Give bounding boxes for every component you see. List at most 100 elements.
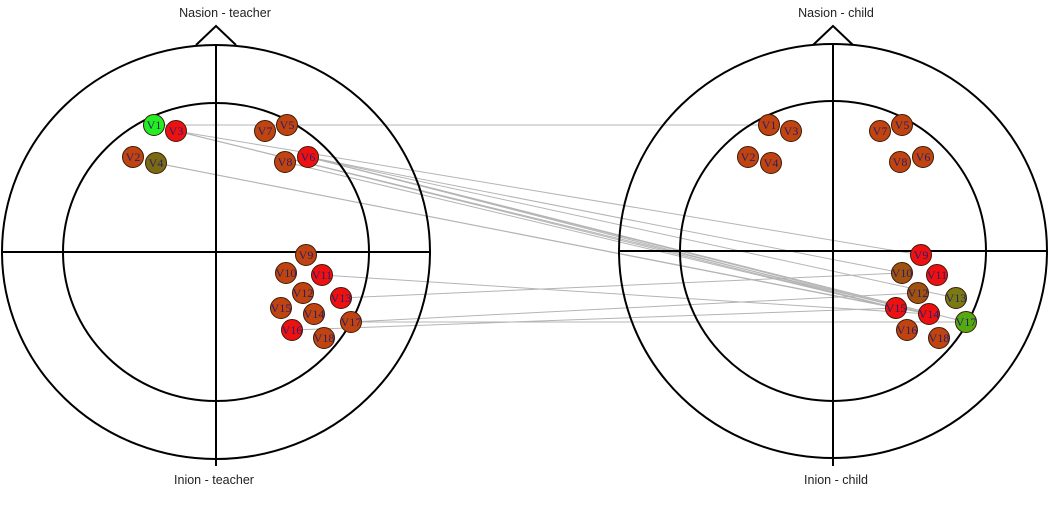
teacher-electrode-v14: V14 bbox=[303, 303, 325, 325]
electrode-label: V12 bbox=[293, 286, 314, 300]
electrode-label: V5 bbox=[895, 118, 910, 132]
electrode-marker bbox=[340, 311, 362, 333]
child-electrode-v14: V14 bbox=[918, 303, 940, 325]
child-head: Nasion - child Inion - child bbox=[618, 6, 1048, 487]
connection-line-v3-v9 bbox=[175, 130, 922, 256]
electrode-marker bbox=[780, 120, 802, 142]
electrode-label: V18 bbox=[314, 331, 335, 345]
electrode-marker bbox=[945, 287, 967, 309]
electrode-label: V12 bbox=[908, 286, 929, 300]
electrode-label: V15 bbox=[271, 301, 292, 315]
teacher-electrode-v12: V12 bbox=[292, 282, 314, 304]
electrode-marker bbox=[275, 262, 297, 284]
electrode-label: V7 bbox=[258, 124, 273, 138]
electrode-label: V16 bbox=[897, 323, 918, 337]
child-nasion-label: Nasion - child bbox=[798, 6, 874, 20]
child-electrode-v5: V5 bbox=[891, 114, 913, 136]
electrode-marker bbox=[737, 146, 759, 168]
teacher-nasion-label: Nasion - teacher bbox=[179, 6, 271, 20]
electrode-marker bbox=[330, 287, 352, 309]
electrode-label: V18 bbox=[929, 331, 950, 345]
electrode-marker bbox=[912, 146, 934, 168]
teacher-electrode-v9: V9 bbox=[295, 244, 317, 266]
teacher-electrode-v16: V16 bbox=[281, 319, 303, 341]
electrode-label: V13 bbox=[331, 291, 352, 305]
electrode-label: V9 bbox=[914, 248, 929, 262]
electrode-marker bbox=[758, 114, 780, 136]
electrode-marker bbox=[281, 319, 303, 341]
electrode-label: V1 bbox=[762, 118, 777, 132]
electrode-label: V3 bbox=[169, 124, 184, 138]
electrode-marker bbox=[885, 297, 907, 319]
electrode-marker bbox=[891, 262, 913, 284]
child-inion-label: Inion - child bbox=[804, 473, 868, 487]
teacher-electrode-v15: V15 bbox=[270, 297, 292, 319]
electrode-label: V13 bbox=[946, 291, 967, 305]
electrode-marker bbox=[955, 311, 977, 333]
child-electrode-v16: V16 bbox=[896, 319, 918, 341]
child-electrode-v15: V15 bbox=[885, 297, 907, 319]
teacher-electrode-v7: V7 bbox=[254, 120, 276, 142]
electrode-marker bbox=[143, 114, 165, 136]
electrode-label: V14 bbox=[919, 307, 940, 321]
electrode-label: V8 bbox=[278, 155, 293, 169]
electrode-label: V9 bbox=[299, 248, 314, 262]
connection-line-v16-v15 bbox=[291, 307, 897, 331]
child-electrode-v1: V1 bbox=[758, 114, 780, 136]
teacher-electrode-v3: V3 bbox=[165, 120, 187, 142]
electrode-marker bbox=[303, 303, 325, 325]
teacher-electrode-v17: V17 bbox=[340, 311, 362, 333]
child-electrode-v6: V6 bbox=[912, 146, 934, 168]
child-electrode-v8: V8 bbox=[889, 151, 911, 173]
electrode-marker bbox=[910, 244, 932, 266]
electrode-label: V4 bbox=[764, 156, 779, 170]
child-electrode-v13: V13 bbox=[945, 287, 967, 309]
electrode-marker bbox=[313, 327, 335, 349]
teacher-electrode-v8: V8 bbox=[274, 151, 296, 173]
connection-line-v6-v10 bbox=[307, 156, 903, 274]
teacher-head: Nasion - teacher Inion - teacher bbox=[1, 6, 431, 487]
electrode-label: V14 bbox=[304, 307, 325, 321]
teacher-electrode-v18: V18 bbox=[313, 327, 335, 349]
electrode-marker bbox=[274, 151, 296, 173]
electrode-label: V2 bbox=[741, 150, 756, 164]
electrode-label: V10 bbox=[276, 266, 297, 280]
electrode-marker bbox=[122, 146, 144, 168]
electrode-label: V2 bbox=[126, 150, 141, 164]
teacher-electrode-v6: V6 bbox=[297, 146, 319, 168]
child-electrode-v11: V11 bbox=[926, 264, 948, 286]
child-nose bbox=[812, 24, 854, 46]
connection-line-v11-v14 bbox=[321, 274, 930, 315]
child-electrode-v3: V3 bbox=[780, 120, 802, 142]
electrode-marker bbox=[891, 114, 913, 136]
teacher-electrode-v13: V13 bbox=[330, 287, 352, 309]
electrode-marker bbox=[760, 152, 782, 174]
electrode-marker bbox=[311, 264, 333, 286]
electrode-label: V6 bbox=[916, 150, 931, 164]
teacher-electrode-v2: V2 bbox=[122, 146, 144, 168]
electrode-label: V16 bbox=[282, 323, 303, 337]
electrode-label: V1 bbox=[147, 118, 162, 132]
child-electrode-v2: V2 bbox=[737, 146, 759, 168]
electrode-marker bbox=[889, 151, 911, 173]
electrode-marker bbox=[918, 303, 940, 325]
electrode-marker bbox=[295, 244, 317, 266]
electrode-marker bbox=[907, 282, 929, 304]
connection-line-v6-v17 bbox=[307, 156, 967, 323]
teacher-nose bbox=[195, 24, 237, 46]
electrode-label: V7 bbox=[873, 124, 888, 138]
electrode-label: V11 bbox=[312, 268, 332, 282]
electrode-label: V15 bbox=[886, 301, 907, 315]
electrode-marker bbox=[896, 319, 918, 341]
child-electrode-v10: V10 bbox=[891, 262, 913, 284]
connection-line-v4-v14 bbox=[155, 162, 930, 315]
child-electrode-v12: V12 bbox=[907, 282, 929, 304]
electrode-label: V3 bbox=[784, 124, 799, 138]
electrode-label: V17 bbox=[341, 315, 362, 329]
child-electrode-v9: V9 bbox=[910, 244, 932, 266]
electrode-label: V17 bbox=[956, 315, 977, 329]
teacher-electrode-v4: V4 bbox=[145, 152, 167, 174]
electrode-label: V10 bbox=[892, 266, 913, 280]
